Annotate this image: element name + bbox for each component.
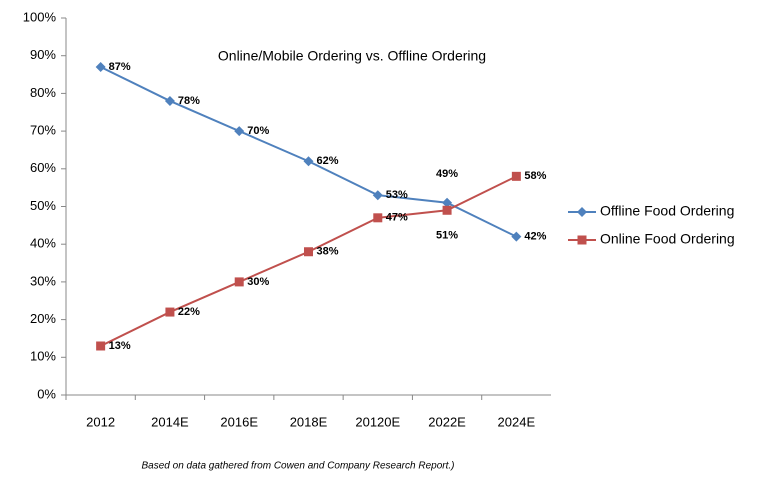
y-tick-label: 80% <box>30 85 56 100</box>
value-label: 30% <box>247 276 269 288</box>
x-tick-label: 20120E <box>355 414 400 429</box>
value-label: 51% <box>436 230 458 242</box>
y-tick-label: 100% <box>23 9 57 24</box>
x-tick-label: 2022E <box>428 414 466 429</box>
y-tick-label: 10% <box>30 349 56 364</box>
legend-label: Offline Food Ordering <box>600 203 734 219</box>
point <box>442 205 452 215</box>
value-label: 47% <box>386 212 408 224</box>
y-tick-label: 40% <box>30 236 56 251</box>
point <box>95 62 106 73</box>
series-line <box>100 66 517 238</box>
series-line <box>100 175 517 347</box>
point <box>234 277 244 287</box>
point <box>373 213 383 223</box>
x-tick-label: 2018E <box>290 414 328 429</box>
value-label: 78% <box>178 95 200 107</box>
value-label: 62% <box>317 155 339 167</box>
x-tick-label: 2014E <box>151 414 189 429</box>
point <box>96 341 106 351</box>
y-tick-label: 90% <box>30 47 56 62</box>
y-tick-label: 50% <box>30 198 56 213</box>
point <box>511 171 521 181</box>
value-label: 42% <box>524 231 546 243</box>
point <box>372 190 383 201</box>
chart-title: Online/Mobile Ordering vs. Offline Order… <box>218 48 486 64</box>
y-tick-label: 30% <box>30 273 56 288</box>
y-tick-label: 20% <box>30 311 56 326</box>
y-tick-label: 60% <box>30 160 56 175</box>
value-label: 58% <box>524 170 546 182</box>
value-label: 49% <box>436 168 458 180</box>
x-tick-label: 2024E <box>498 414 536 429</box>
x-tick-label: 2012 <box>86 414 115 429</box>
x-tick-label: 2016E <box>220 414 258 429</box>
value-label: 70% <box>247 125 269 137</box>
value-label: 38% <box>317 246 339 258</box>
point <box>303 156 314 167</box>
value-label: 53% <box>386 189 408 201</box>
point <box>577 235 587 245</box>
y-tick-label: 70% <box>30 123 56 138</box>
point <box>165 307 175 317</box>
legend-label: Online Food Ordering <box>600 231 735 247</box>
footnote: Based on data gathered from Cowen and Co… <box>142 461 455 472</box>
point <box>304 247 313 257</box>
value-label: 22% <box>178 306 200 318</box>
point <box>234 126 245 137</box>
point <box>511 231 522 242</box>
value-label: 87% <box>109 61 131 73</box>
y-tick-label: 0% <box>37 386 56 401</box>
point <box>164 95 175 106</box>
point <box>442 197 453 208</box>
point <box>577 207 587 217</box>
value-label: 13% <box>109 340 131 352</box>
